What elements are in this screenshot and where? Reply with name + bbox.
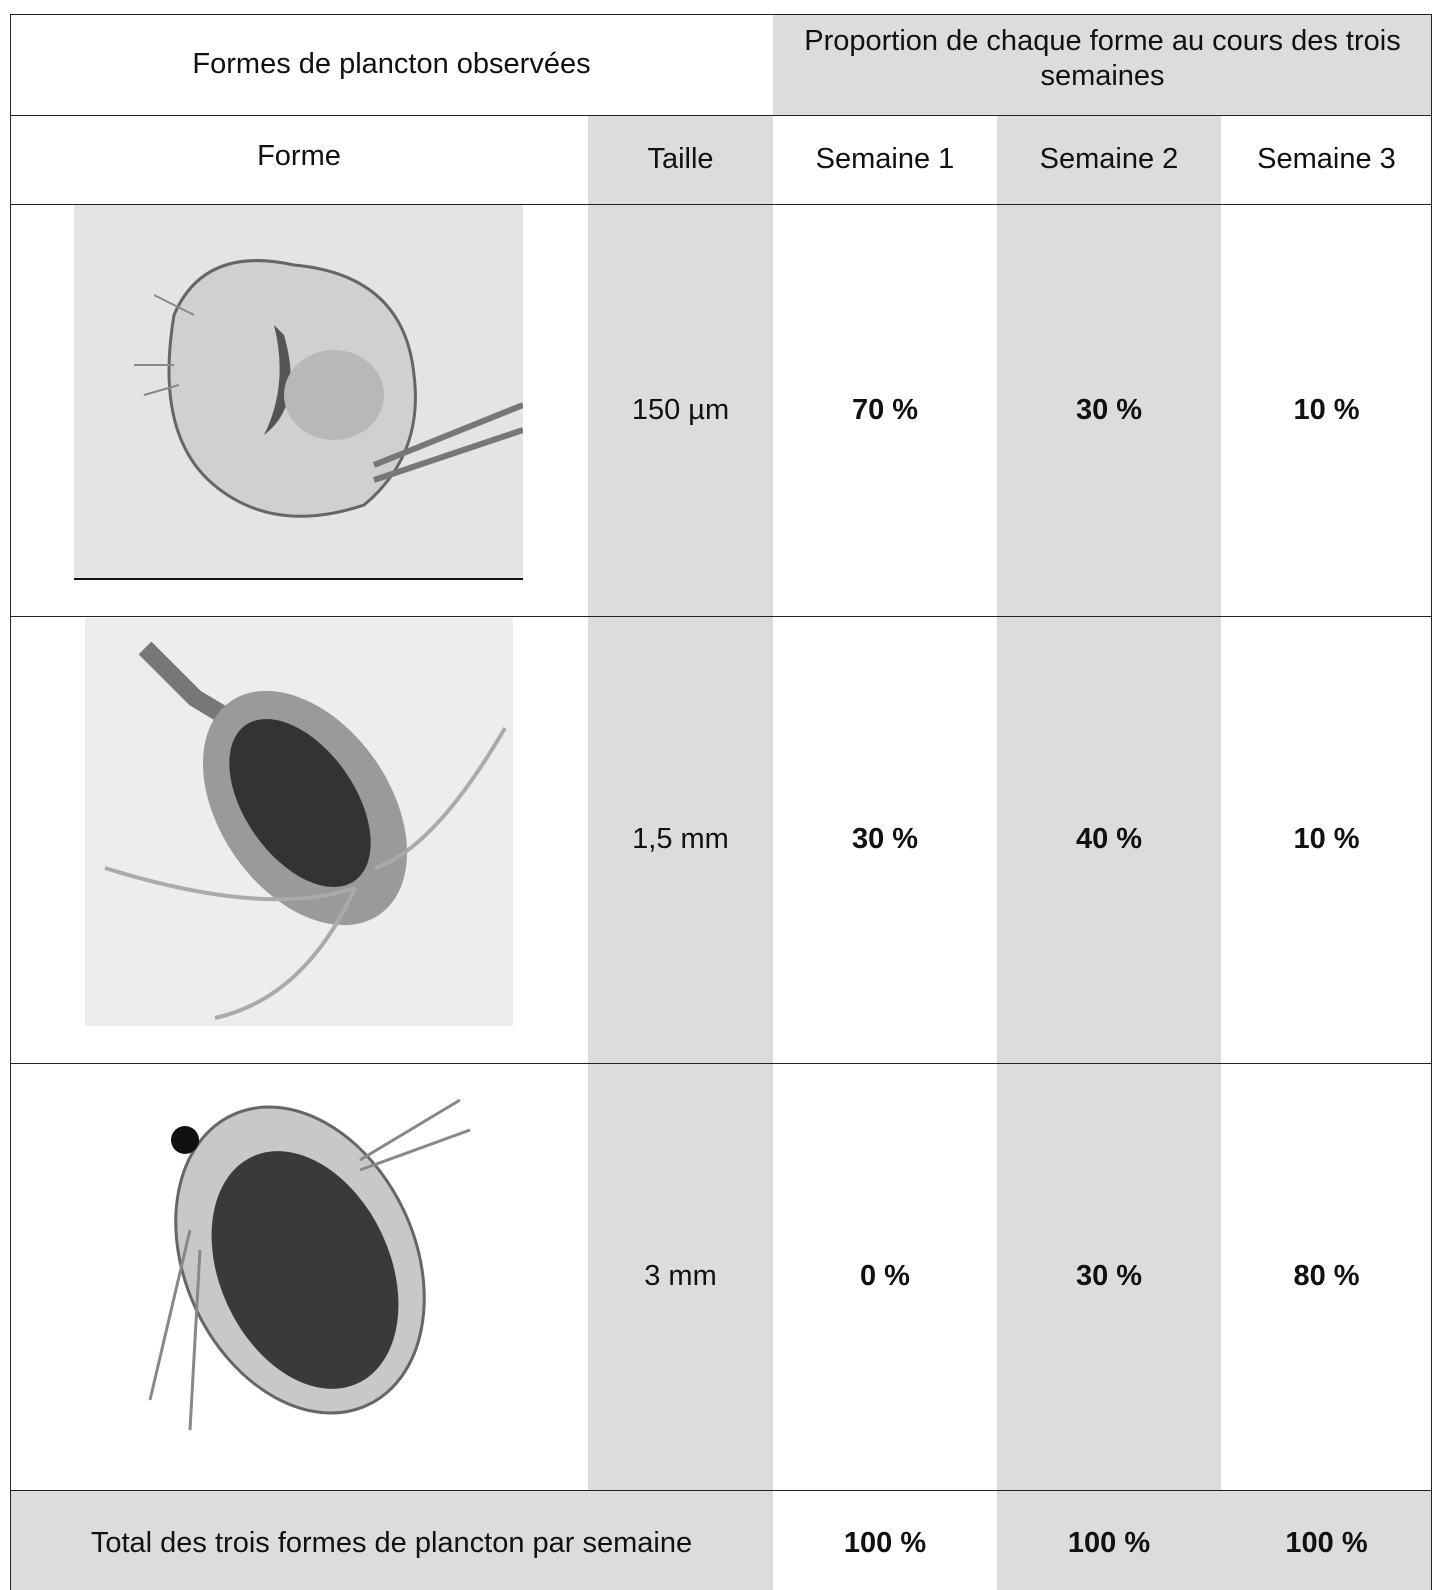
percent-cell: 10 %: [1221, 204, 1432, 616]
border: [10, 14, 11, 1590]
column-header: Taille: [588, 115, 773, 204]
total-label: Total des trois formes de plancton par s…: [10, 1490, 773, 1590]
percent-cell: 0 %: [773, 1063, 997, 1490]
percent-cell: 70 %: [773, 204, 997, 616]
column-header: Forme: [10, 115, 588, 204]
percent-cell: 40 %: [997, 616, 1221, 1063]
percent-cell: 10 %: [1221, 616, 1432, 1063]
rule: [10, 1063, 1432, 1064]
border: [1431, 14, 1432, 1590]
rule: [10, 1490, 1432, 1491]
rule: [10, 616, 1432, 617]
rule: [10, 115, 1432, 116]
rotifer-photo: [74, 205, 523, 581]
total-cell: 100 %: [773, 1490, 997, 1590]
percent-cell: 80 %: [1221, 1063, 1432, 1490]
group-header: Formes de plancton observées: [10, 14, 773, 115]
percent-cell: 30 %: [773, 616, 997, 1063]
daphnia-photo: [130, 1070, 480, 1450]
size-cell: 1,5 mm: [588, 616, 773, 1063]
column-header: Semaine 3: [1221, 115, 1432, 204]
column-header: Semaine 2: [997, 115, 1221, 204]
group-header: Proportion de chaque forme au cours des …: [790, 14, 1415, 115]
size-cell: 150 µm: [588, 204, 773, 616]
total-cell: 100 %: [997, 1490, 1221, 1590]
total-cell: 100 %: [1221, 1490, 1432, 1590]
percent-cell: 30 %: [997, 1063, 1221, 1490]
rule: [10, 14, 1432, 15]
column-header: Semaine 1: [773, 115, 997, 204]
percent-cell: 30 %: [997, 204, 1221, 616]
size-cell: 3 mm: [588, 1063, 773, 1490]
rule: [10, 204, 1432, 205]
copepod-photo: [85, 618, 513, 1026]
table-page: Formes de plancton observées Proportion …: [0, 0, 1442, 1590]
